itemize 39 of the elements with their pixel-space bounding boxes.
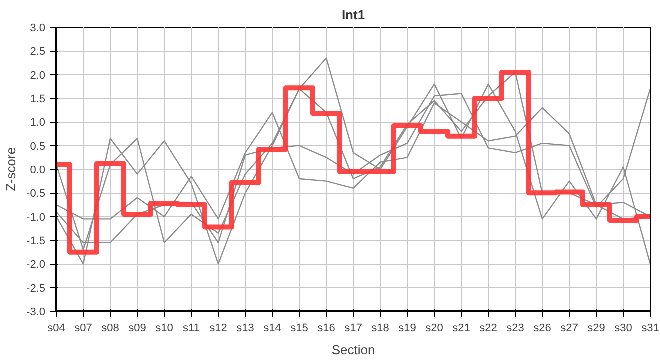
x-tick-label: s15 [290,322,308,334]
x-tick-label: s13 [236,322,254,334]
x-tick-label: s09 [128,322,146,334]
x-tick-label: s11 [183,322,200,334]
y-tick-label: -3.0 [26,306,46,318]
y-tick-label: -1.5 [26,236,46,248]
x-tick-label: s14 [264,322,282,334]
x-tick-label: s19 [398,322,416,334]
x-tick-label: s30 [614,322,632,334]
x-tick-label: s27 [560,322,578,334]
x-tick-label: s31 [642,322,660,334]
x-tick-label: s18 [372,322,390,334]
x-tick-label: s04 [48,322,66,334]
y-tick-label: 0.5 [30,140,46,153]
y-tick-label: 0.0 [30,164,46,176]
y-tick-label: 2.0 [30,70,46,82]
x-tick-label: s07 [74,322,92,334]
y-tick-label: -2.5 [26,282,46,295]
chart-title: Int1 [342,8,366,22]
x-tick-label: s22 [480,322,498,334]
y-tick-label: -0.5 [26,188,46,200]
x-axis-title: Section [332,342,376,358]
y-tick-label: -2.0 [26,259,46,272]
y-tick-label: 1.5 [30,94,46,106]
x-tick-label: s29 [588,322,606,334]
x-tick-label: s26 [534,322,552,334]
y-tick-label: 3.0 [30,22,46,34]
x-tick-label: s10 [156,322,174,334]
x-tick-label: s12 [210,322,228,334]
x-tick-label: s17 [344,322,362,334]
y-tick-label: 1.0 [30,117,46,130]
x-tick-label: s20 [426,322,444,334]
x-tick-label: s08 [102,322,120,334]
x-tick-label: s23 [506,322,524,334]
y-tick-label: -1.0 [26,212,46,224]
x-tick-label: s16 [318,322,336,334]
x-tick-label: s21 [452,322,470,334]
y-tick-label: 2.5 [30,46,46,58]
y-axis-title: Z-score [4,147,19,192]
